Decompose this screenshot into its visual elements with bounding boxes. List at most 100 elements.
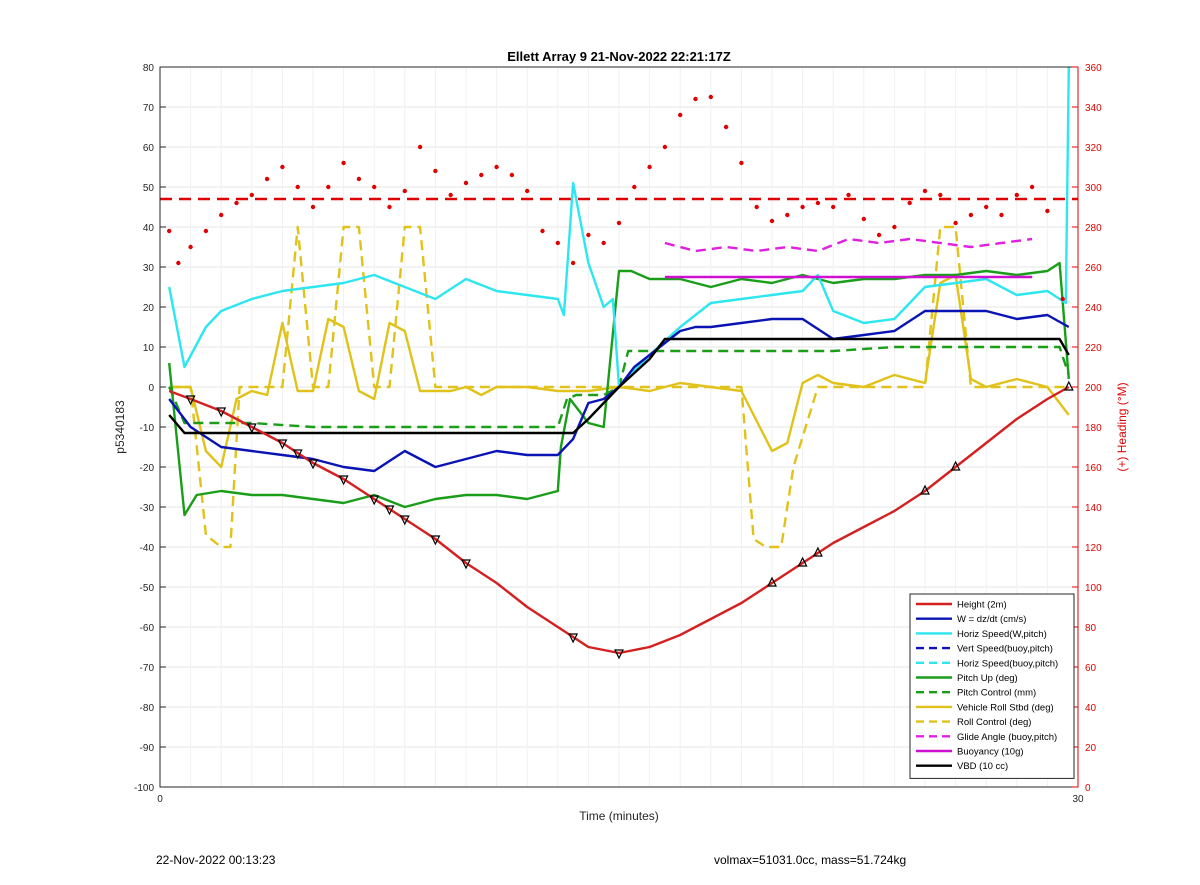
y-tick-label: -60 — [140, 623, 155, 634]
heading-dot — [953, 221, 957, 225]
heading-dot — [617, 221, 621, 225]
heading-dot — [464, 181, 468, 185]
x-tick-label: 0 — [157, 794, 163, 805]
heading-dot — [510, 173, 514, 177]
heading-dot — [632, 185, 636, 189]
heading-dot — [234, 201, 238, 205]
heading-dot — [167, 229, 171, 233]
heading-dot — [602, 241, 606, 245]
y2-tick-label: 200 — [1085, 383, 1102, 394]
y-axis-label: p5340183 — [113, 400, 127, 454]
y2-tick-label: 280 — [1085, 223, 1102, 234]
y-tick-label: -30 — [140, 503, 155, 514]
y-tick-label: 30 — [143, 263, 155, 274]
y2-tick-label: 260 — [1085, 263, 1102, 274]
heading-dot — [540, 229, 544, 233]
heading-dot — [571, 261, 575, 265]
y2-tick-label: 100 — [1085, 583, 1102, 594]
heading-dot — [877, 233, 881, 237]
y-tick-label: -50 — [140, 583, 155, 594]
legend-label: Horiz Speed(W,pitch) — [957, 629, 1047, 640]
legend-label: Glide Angle (buoy,pitch) — [957, 732, 1057, 743]
height-marker — [1065, 382, 1073, 390]
y2-tick-label: 140 — [1085, 503, 1102, 514]
heading-dot — [449, 193, 453, 197]
legend-label: W = dz/dt (cm/s) — [957, 614, 1026, 625]
legend-label: Pitch Up (deg) — [957, 673, 1018, 684]
heading-dot — [265, 177, 269, 181]
y2-tick-label: 120 — [1085, 543, 1102, 554]
heading-dot — [739, 161, 743, 165]
y2-tick-label: 240 — [1085, 303, 1102, 314]
y-tick-label: 0 — [148, 383, 154, 394]
left-axis: 80706050403020100-10-20-30-40-50-60-70-8… — [134, 63, 166, 794]
chart-title: Ellett Array 9 21-Nov-2022 22:21:17Z — [507, 49, 731, 64]
y2-tick-label: 340 — [1085, 103, 1102, 114]
y2-tick-label: 40 — [1085, 703, 1097, 714]
heading-dot — [999, 213, 1003, 217]
heading-dot — [862, 217, 866, 221]
y-tick-label: 60 — [143, 143, 155, 154]
y-tick-label: 40 — [143, 223, 155, 234]
heading-dot — [785, 213, 789, 217]
series-line-glide — [665, 239, 1032, 251]
legend-label: Pitch Control (mm) — [957, 688, 1036, 699]
y2-tick-label: 360 — [1085, 63, 1102, 74]
heading-dot — [586, 233, 590, 237]
y2-tick-label: 80 — [1085, 623, 1097, 634]
heading-dot — [341, 161, 345, 165]
heading-dot — [311, 205, 315, 209]
legend-label: Buoyancy (10g) — [957, 747, 1024, 758]
legend-label: Horiz Speed(buoy,pitch) — [957, 658, 1058, 669]
heading-dot — [984, 205, 988, 209]
legend-label: Height (2m) — [957, 600, 1007, 611]
y-tick-label: -20 — [140, 463, 155, 474]
heading-dot — [647, 165, 651, 169]
y-tick-label: 70 — [143, 103, 155, 114]
right-axis: 3603403203002802602402202001801601401201… — [1072, 63, 1102, 794]
y2-tick-label: 180 — [1085, 423, 1102, 434]
y-tick-label: -90 — [140, 743, 155, 754]
y2-tick-label: 300 — [1085, 183, 1102, 194]
legend-label: Vert Speed(buoy,pitch) — [957, 644, 1053, 655]
heading-dot — [204, 229, 208, 233]
y-tick-label: 20 — [143, 303, 155, 314]
y-tick-label: 10 — [143, 343, 155, 354]
legend-label: Roll Control (deg) — [957, 717, 1031, 728]
y2-axis-label: (+) Heading (°M) — [1115, 382, 1129, 471]
y2-tick-label: 220 — [1085, 343, 1102, 354]
x-axis: 0 30 — [157, 794, 1084, 805]
heading-dot — [1030, 185, 1034, 189]
heading-dot — [831, 205, 835, 209]
heading-dot — [908, 201, 912, 205]
heading-dot — [280, 165, 284, 169]
heading-dot — [296, 185, 300, 189]
y2-tick-label: 20 — [1085, 743, 1097, 754]
heading-dot — [755, 205, 759, 209]
heading-dot — [494, 165, 498, 169]
heading-dot — [250, 193, 254, 197]
chart: 80706050403020100-10-20-30-40-50-60-70-8… — [0, 0, 1200, 885]
y-tick-label: -40 — [140, 543, 155, 554]
heading-dot — [846, 193, 850, 197]
heading-dot — [770, 219, 774, 223]
y-tick-label: -80 — [140, 703, 155, 714]
heading-dot — [724, 125, 728, 129]
y-tick-label: -10 — [140, 423, 155, 434]
heading-dot — [892, 225, 896, 229]
y2-tick-label: 320 — [1085, 143, 1102, 154]
heading-dot — [938, 193, 942, 197]
y-tick-label: 50 — [143, 183, 155, 194]
y-tick-label: 80 — [143, 63, 155, 74]
y-tick-label: -100 — [134, 783, 154, 794]
heading-dot — [556, 241, 560, 245]
heading-dot — [525, 189, 529, 193]
heading-dot — [1045, 209, 1049, 213]
y2-tick-label: 60 — [1085, 663, 1097, 674]
x-axis-label: Time (minutes) — [579, 809, 659, 823]
heading-dot — [387, 205, 391, 209]
heading-dot — [188, 245, 192, 249]
heading-dot — [1061, 297, 1065, 301]
legend-label: VBD (10 cc) — [957, 761, 1008, 772]
heading-dot — [403, 189, 407, 193]
